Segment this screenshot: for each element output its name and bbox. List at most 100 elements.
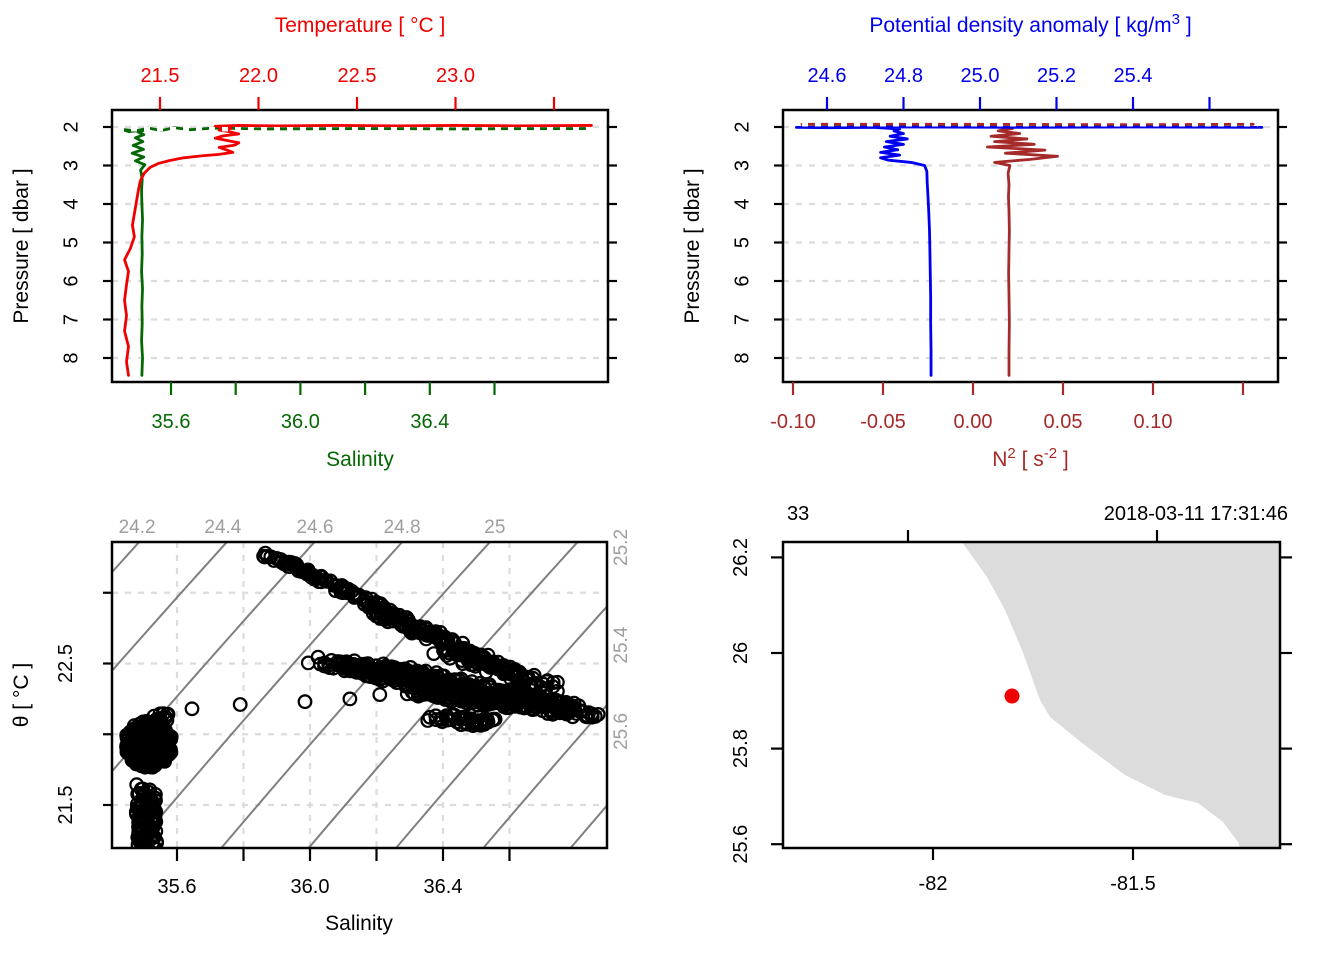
panel-density-n2-profile: 2 3 4 5 6 7 8 24.6 24.8 25.0 25.2 25.4 -0.10 -0.05 0.0… xyxy=(731,11,1287,471)
top-axis-tick-label: 22.5 xyxy=(338,65,377,87)
ts-data-point xyxy=(552,700,568,715)
ts-data-point xyxy=(127,752,143,768)
ts-y-tick-label: 22.5 xyxy=(55,644,77,683)
ts-data-point xyxy=(322,660,338,675)
isopycnal-top-label: 24.2 xyxy=(119,517,156,538)
ts-data-point xyxy=(313,574,329,590)
ts-data-point xyxy=(420,713,436,728)
ts-data-point xyxy=(545,696,561,712)
ts-data-point xyxy=(300,655,316,671)
ts-data-point xyxy=(536,699,551,715)
ts-scatter-points xyxy=(119,545,606,848)
isopycnal-line xyxy=(112,542,229,672)
ts-data-point xyxy=(473,715,489,731)
ts-data-point xyxy=(159,707,175,722)
pressure-tick-label: 8 xyxy=(731,352,753,363)
pressure-tick-label: 4 xyxy=(60,198,82,209)
ts-data-point xyxy=(561,697,577,713)
ts-data-point xyxy=(132,728,148,744)
ts-data-point xyxy=(397,616,413,632)
ts-data-point xyxy=(335,655,351,671)
ts-data-point xyxy=(503,666,519,682)
ts-data-point xyxy=(132,804,148,819)
isopycnal-right-label: 25.4 xyxy=(611,626,632,663)
ts-data-point xyxy=(131,824,147,839)
temperature-axis-title: Temperature [ °C ] xyxy=(275,14,446,37)
ts-data-point xyxy=(515,673,531,689)
ts-data-point xyxy=(139,823,155,839)
ts-data-point xyxy=(157,729,173,745)
top-axis-tick-label: 21.5 xyxy=(141,65,180,87)
isopycnal-line xyxy=(112,0,607,287)
ts-plot-box xyxy=(110,540,609,850)
plot-box xyxy=(110,108,610,384)
pressure-tick-label: 6 xyxy=(60,275,82,286)
ts-data-point xyxy=(281,554,296,570)
isopycnal-top-label: 24.4 xyxy=(204,517,241,538)
ts-y-tick-label: 21.5 xyxy=(55,786,77,825)
top-axis-tick-label: 22.0 xyxy=(239,65,278,87)
ts-data-point xyxy=(584,706,600,722)
isopycnal-right-label: 25.2 xyxy=(611,529,632,566)
ts-data-point xyxy=(550,674,565,690)
ts-data-point xyxy=(140,795,156,811)
ts-data-point xyxy=(445,643,461,659)
top-axis-tick-label: 25.2 xyxy=(1037,65,1076,87)
ts-data-point xyxy=(375,656,391,672)
ts-data-point xyxy=(550,683,565,699)
ts-data-point xyxy=(297,694,313,710)
station-location-dot xyxy=(1004,688,1020,704)
bottom-axis-tick-label: 0.00 xyxy=(954,411,993,433)
top-axis-tick-label: 25.4 xyxy=(1114,65,1153,87)
map-area xyxy=(962,542,1280,848)
ts-data-point xyxy=(338,583,354,599)
ts-data-point xyxy=(425,686,440,702)
pressure-tick-label: 3 xyxy=(731,160,753,171)
ts-data-point xyxy=(490,661,506,677)
map-lat-tick-label: 26.2 xyxy=(730,538,752,577)
ts-data-point xyxy=(373,604,389,620)
station-datetime: 2018-03-11 17:31:46 xyxy=(1104,503,1288,525)
ts-x-tick-label: 36.0 xyxy=(291,876,330,898)
ts-data-point xyxy=(361,599,377,615)
ts-data-point xyxy=(394,661,410,677)
ts-data-point xyxy=(454,692,469,707)
ts-data-point xyxy=(184,701,200,717)
pressure-tick-label: 7 xyxy=(60,314,82,325)
ts-data-point xyxy=(134,795,150,810)
plot-box xyxy=(781,108,1280,384)
map-lat-tick-label: 25.8 xyxy=(730,729,752,768)
isopycnal-line xyxy=(112,0,607,381)
bottom-axis-tick-label: 36.0 xyxy=(281,411,320,433)
ts-data-point xyxy=(404,620,420,635)
theta-axis-title: θ [ °C ] xyxy=(10,663,33,727)
density-axis-title: Potential density anomaly [ kg/m3​ ] xyxy=(869,11,1191,37)
ts-data-point xyxy=(481,659,497,674)
pressure-tick-label: 7 xyxy=(731,314,753,325)
top-axis-tick-label: 25.0 xyxy=(961,65,1000,87)
top-axis-tick-label: 24.6 xyxy=(808,65,847,87)
ts-data-point xyxy=(487,711,503,727)
ts-data-point xyxy=(129,777,145,793)
ts-data-point xyxy=(539,674,555,689)
bottom-axis-tick-label: -0.05 xyxy=(860,411,906,433)
ts-data-point xyxy=(232,697,248,712)
bottom-axis-tick-label: 36.4 xyxy=(410,411,449,433)
ts-data-point xyxy=(310,571,325,586)
isopycnal-top-label: 24.8 xyxy=(384,517,421,538)
ts-data-point xyxy=(461,682,477,698)
map-lon-tick-label: -81.5 xyxy=(1110,873,1156,895)
ts-data-point xyxy=(140,741,156,757)
ts-data-point xyxy=(160,727,176,743)
ts-data-point xyxy=(354,656,370,672)
ts-data-point xyxy=(119,737,135,752)
isopycnal-line xyxy=(481,704,607,848)
pressure-tick-label: 3 xyxy=(60,160,82,171)
ts-data-point xyxy=(282,556,298,572)
ts-data-point xyxy=(257,545,273,561)
ts-data-point xyxy=(364,591,380,607)
ts-data-point xyxy=(444,712,460,728)
station-number: 33 xyxy=(787,503,809,525)
potential-density-anomaly-profile-line xyxy=(795,125,1264,377)
